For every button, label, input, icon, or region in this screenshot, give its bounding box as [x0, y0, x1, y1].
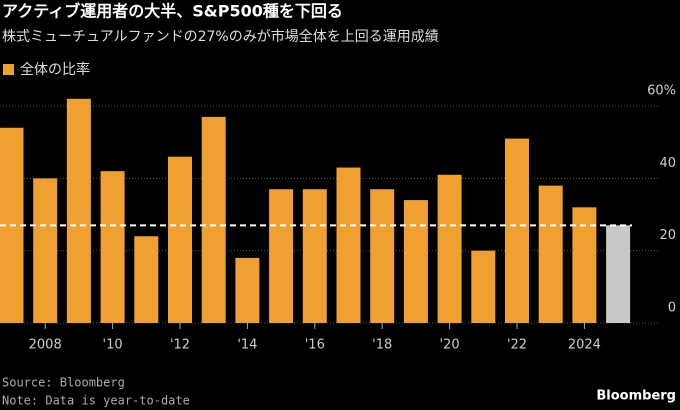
x-tick-label: '16 — [305, 338, 325, 353]
bar — [33, 178, 58, 323]
bar — [168, 156, 192, 323]
bar — [572, 207, 597, 323]
bar — [370, 189, 395, 323]
chart-subtitle: 株式ミューチュアルファンドの27%のみが市場全体を上回る運用成績 — [2, 28, 439, 45]
x-tick-label: '22 — [507, 338, 527, 353]
bar — [437, 174, 462, 323]
legend-label: 全体の比率 — [20, 61, 90, 78]
note: Note: Data is year-to-date — [2, 394, 190, 408]
y-tick-label: 60% — [647, 84, 676, 99]
y-tick-label: 20 — [659, 228, 676, 243]
y-tick-label: 40 — [659, 156, 676, 171]
bar — [269, 189, 294, 323]
bar — [235, 257, 260, 323]
bar — [403, 200, 428, 323]
x-tick-label: '12 — [170, 338, 190, 353]
x-tick-label: 2008 — [29, 338, 62, 353]
chart-title: アクティブ運用者の大半、S&P500種を下回る — [2, 2, 343, 21]
x-tick-label: '14 — [237, 338, 257, 353]
bar — [505, 138, 529, 323]
bar — [100, 171, 125, 323]
bar — [302, 189, 327, 323]
source: Source: Bloomberg — [2, 376, 125, 390]
x-tick-label: 2024 — [568, 338, 601, 353]
brand: Bloomberg — [596, 389, 676, 404]
bar — [606, 225, 631, 323]
bar — [336, 167, 361, 323]
bar — [134, 236, 159, 323]
bar — [471, 250, 496, 323]
x-tick-label: '10 — [103, 338, 123, 353]
bar — [538, 185, 563, 323]
x-tick-label: '18 — [372, 338, 392, 353]
legend-swatch — [3, 64, 14, 75]
x-tick-label: '20 — [440, 338, 460, 353]
bar — [66, 98, 91, 323]
bar — [201, 116, 226, 323]
y-tick-label: 0 — [668, 301, 676, 316]
